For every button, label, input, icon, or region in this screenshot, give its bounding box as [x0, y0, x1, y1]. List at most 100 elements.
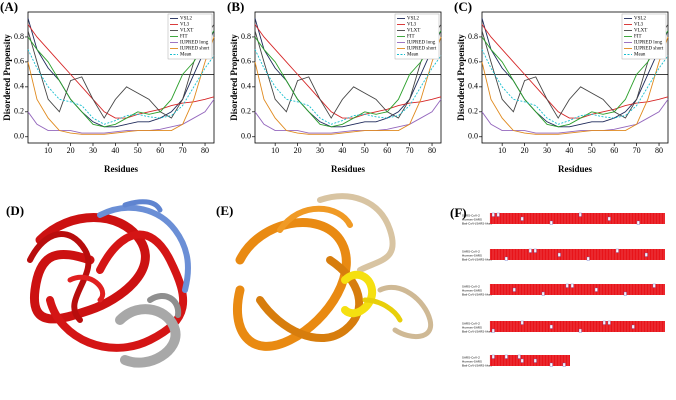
variable-site	[549, 220, 553, 225]
x-tick-label: 60	[156, 146, 164, 155]
protein-structure-d	[27, 199, 191, 368]
variable-site	[602, 320, 606, 325]
x-tick-label: 10	[44, 146, 52, 155]
legend-label: IUPRED short	[180, 47, 210, 52]
y-tick-label: 0.2	[468, 107, 478, 116]
variable-site	[557, 252, 561, 257]
x-tick-label: 40	[565, 146, 573, 155]
sequence-name: Human-SARS	[462, 289, 482, 293]
x-tick-label: 80	[428, 146, 436, 155]
alignment: SARS-CoV-2Human-SARSBat-CoV-(SARS-like)S…	[462, 212, 665, 368]
variable-site	[533, 358, 537, 363]
sequence-name: SARS-CoV-2	[462, 214, 480, 218]
y-tick-label: 0.4	[468, 82, 478, 91]
variable-site	[631, 324, 635, 329]
sequence-name: Bat-CoV-(SARS-like)	[462, 222, 492, 226]
variable-site	[578, 328, 582, 333]
legend-label: FIT	[634, 35, 642, 40]
series-line	[481, 99, 669, 134]
panel-label: (E)	[216, 203, 233, 218]
variable-site	[636, 220, 640, 225]
sequence-name: Bat-CoV-(SARS-like)	[462, 330, 492, 334]
variable-site	[615, 248, 619, 253]
y-tick-label: 0.0	[14, 132, 24, 141]
sequence-name: Bat-CoV-(SARS-like)	[462, 293, 492, 297]
series-line	[254, 49, 442, 125]
series-line	[254, 36, 442, 135]
sequence-name: SARS-CoV-2	[462, 322, 480, 326]
series-line	[27, 49, 215, 125]
series-line	[481, 36, 669, 135]
series-line	[481, 30, 669, 128]
x-tick-label: 60	[383, 146, 391, 155]
legend-label: VLXT	[407, 29, 420, 34]
x-tick-label: 30	[316, 146, 324, 155]
series-line	[254, 99, 442, 134]
plot-frame	[254, 11, 442, 144]
x-tick-label: 50	[588, 146, 596, 155]
y-tick-label: 0.8	[468, 32, 478, 41]
variable-site	[565, 283, 569, 288]
series-line	[27, 24, 215, 119]
variable-site	[549, 362, 553, 367]
y-tick-label: 0.6	[241, 57, 251, 66]
sequence-name: Bat-CoV-(SARS-like)	[462, 258, 492, 262]
variable-site	[644, 252, 648, 257]
x-axis-label: Residues	[558, 164, 593, 174]
x-tick-label: 10	[498, 146, 506, 155]
legend-label: VSL2	[634, 17, 646, 22]
y-axis-label: Disordered Propensity	[229, 34, 239, 121]
variable-site	[504, 256, 508, 261]
y-tick-label: 0.4	[14, 82, 24, 91]
variable-site	[496, 212, 500, 217]
series-line	[254, 18, 442, 128]
sequence-name: Human-SARS	[462, 254, 482, 258]
series-line	[27, 99, 215, 134]
legend-label: IUPRED long	[407, 41, 436, 46]
legend-label: FIT	[180, 35, 188, 40]
conserved-block	[490, 321, 665, 332]
x-tick-label: 60	[610, 146, 618, 155]
panel-label: (C)	[454, 0, 472, 14]
y-axis-label: Disordered Propensity	[2, 34, 12, 121]
legend-label: IUPRED long	[180, 41, 209, 46]
x-tick-label: 20	[521, 146, 529, 155]
y-tick-label: 0.2	[241, 107, 251, 116]
panel-label: (A)	[0, 0, 18, 14]
x-tick-label: 20	[294, 146, 302, 155]
legend-label: Mean	[634, 53, 646, 58]
x-tick-label: 70	[179, 146, 187, 155]
series-line	[481, 18, 669, 128]
legend-label: VLXT	[634, 29, 647, 34]
y-tick-label: 0.8	[14, 32, 24, 41]
x-tick-label: 20	[67, 146, 75, 155]
variable-site	[520, 320, 524, 325]
x-tick-label: 40	[111, 146, 119, 155]
variable-site	[594, 287, 598, 292]
variable-site	[623, 291, 627, 296]
variable-site	[607, 320, 611, 325]
plot-frame	[27, 11, 215, 144]
variable-site	[570, 283, 574, 288]
variable-site	[562, 362, 566, 367]
x-tick-label: 50	[361, 146, 369, 155]
legend-label: Mean	[180, 53, 192, 58]
variable-site	[512, 287, 516, 292]
y-tick-label: 0.2	[14, 107, 24, 116]
variable-site	[549, 324, 553, 329]
legend-label: VSL2	[407, 17, 419, 22]
x-axis-label: Residues	[331, 164, 366, 174]
y-tick-label: 0.0	[241, 132, 251, 141]
variable-site	[652, 283, 656, 288]
series-line	[27, 30, 215, 128]
x-axis-label: Residues	[104, 164, 139, 174]
variable-site	[491, 354, 495, 359]
legend-label: VL3	[634, 23, 644, 28]
x-tick-label: 30	[89, 146, 97, 155]
variable-site	[491, 328, 495, 333]
sequence-name: Human-SARS	[462, 360, 482, 364]
sequence-name: Bat-CoV-(SARS-like)	[462, 364, 492, 368]
sequence-name: Human-SARS	[462, 218, 482, 222]
variable-site	[607, 216, 611, 221]
legend-label: IUPRED long	[634, 41, 663, 46]
